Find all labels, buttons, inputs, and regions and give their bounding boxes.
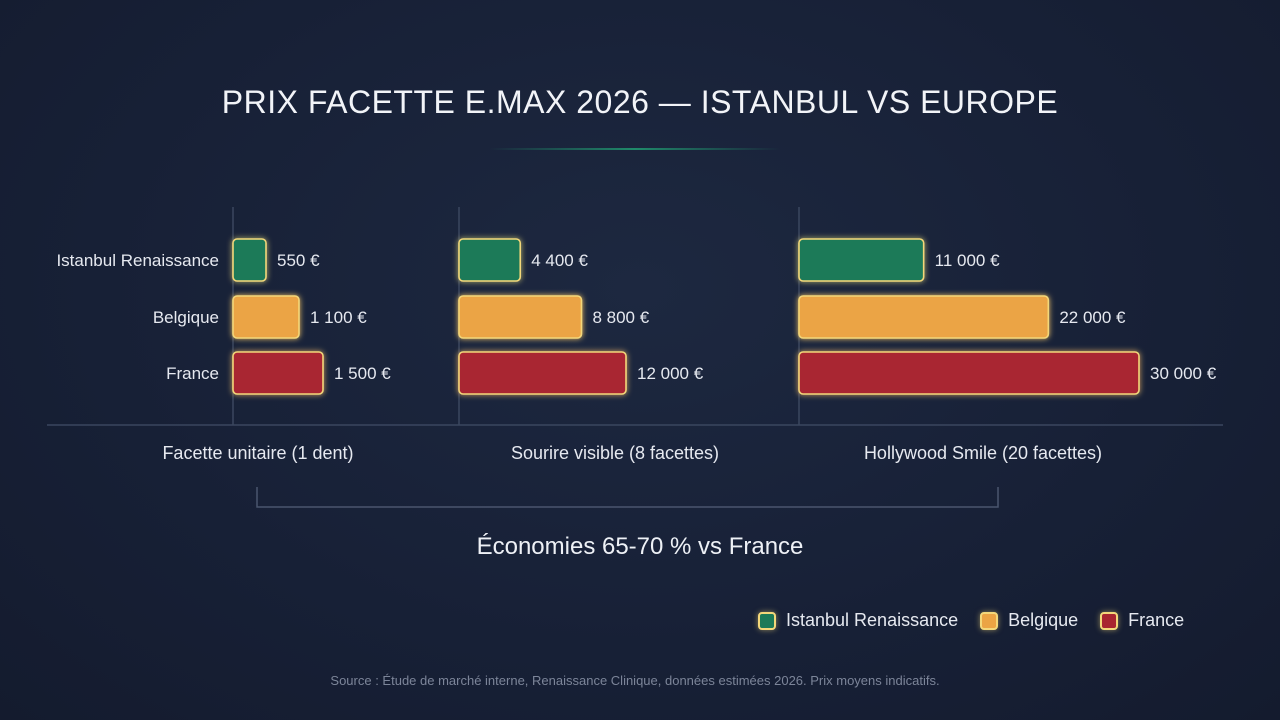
value-label-0-0: 550 € <box>277 251 320 270</box>
bar-0-2 <box>232 351 324 395</box>
legend-swatch-istanbul <box>758 611 776 630</box>
legend-swatch-belgique <box>980 611 999 630</box>
legend-item-istanbul: Istanbul Renaissance <box>758 610 958 631</box>
row-label-0: Istanbul Renaissance <box>56 251 219 270</box>
bar-0-0 <box>232 238 267 282</box>
value-label-1-0: 4 400 € <box>531 251 588 270</box>
value-label-1-2: 12 000 € <box>637 364 704 383</box>
bar-2-1 <box>798 295 1050 339</box>
value-label-0-1: 1 100 € <box>310 308 367 327</box>
legend-label-belgique: Belgique <box>1008 610 1079 630</box>
category-label-2: Hollywood Smile (20 facettes) <box>864 443 1102 463</box>
row-label-1: Belgique <box>153 308 219 327</box>
value-label-2-1: 22 000 € <box>1059 308 1126 327</box>
savings-bracket <box>256 487 999 508</box>
bar-0-1 <box>232 295 300 339</box>
row-label-2: France <box>166 364 219 383</box>
value-label-2-2: 30 000 € <box>1150 364 1217 383</box>
category-label-1: Sourire visible (8 facettes) <box>511 443 719 463</box>
legend: Istanbul Renaissance Belgique France <box>758 610 1184 631</box>
legend-label-france: France <box>1128 610 1185 630</box>
value-label-2-0: 11 000 € <box>935 251 1000 270</box>
bar-1-0 <box>458 238 522 282</box>
bar-2-2 <box>798 351 1140 395</box>
bar-2-0 <box>798 238 925 282</box>
title-divider <box>490 148 780 150</box>
savings-annotation: Économies 65-70 % vs France <box>476 533 804 560</box>
source-note: Source : Étude de marché interne, Renais… <box>330 673 940 688</box>
bar-1-2 <box>458 351 627 395</box>
bar-1-1 <box>458 295 583 339</box>
value-label-0-2: 1 500 € <box>334 364 391 383</box>
value-label-1-1: 8 800 € <box>592 308 649 327</box>
legend-swatch-france <box>1100 611 1119 630</box>
legend-item-belgique: Belgique <box>980 610 1078 631</box>
chart-title: PRIX FACETTE E.MAX 2026 — ISTANBUL VS EU… <box>221 84 1059 120</box>
category-label-0: Facette unitaire (1 dent) <box>162 443 353 463</box>
legend-item-france: France <box>1100 610 1184 631</box>
legend-label-istanbul: Istanbul Renaissance <box>786 610 959 630</box>
